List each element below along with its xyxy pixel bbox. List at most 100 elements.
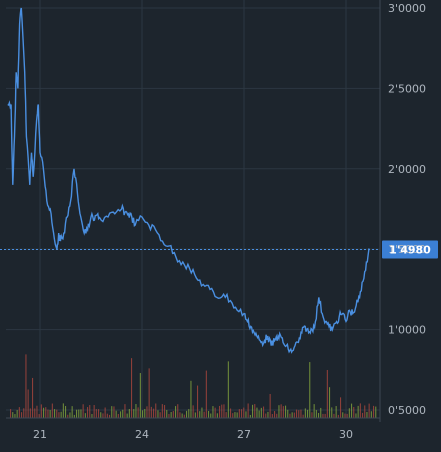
- volume-bar: [309, 362, 311, 418]
- volume-bar: [27, 389, 29, 418]
- volume-bar: [364, 405, 366, 418]
- volume-bar: [34, 408, 36, 418]
- volume-bar: [203, 411, 205, 418]
- volume-bar: [214, 407, 216, 418]
- volume-bar: [188, 409, 190, 418]
- volume-bar: [113, 406, 115, 418]
- volume-bar: [252, 404, 254, 418]
- volume-bar: [282, 406, 284, 418]
- volume-bar: [289, 413, 291, 418]
- volume-bar: [104, 407, 106, 418]
- volume-bar: [249, 414, 251, 418]
- volume-bar: [168, 413, 170, 418]
- volume-bar: [205, 370, 207, 418]
- y-tick-label: 1'5000: [388, 243, 426, 256]
- volume-bar: [69, 412, 71, 418]
- volume-bar: [230, 408, 232, 418]
- volume-bar: [315, 410, 317, 418]
- volume-bar: [161, 404, 163, 418]
- volume-bar: [357, 405, 359, 418]
- volume-bar: [375, 406, 377, 418]
- volume-bar: [210, 413, 212, 418]
- volume-bar: [117, 414, 119, 418]
- volume-bar: [322, 413, 324, 418]
- volume-bar: [223, 404, 225, 418]
- volume-bar: [67, 414, 69, 418]
- volume-bar: [16, 410, 18, 418]
- volume-bar: [148, 368, 150, 418]
- volume-bar: [181, 413, 183, 418]
- volume-bars: [10, 354, 377, 418]
- price-series: [7, 7, 371, 354]
- volume-bar: [271, 414, 273, 418]
- volume-bar: [38, 414, 40, 418]
- volume-bar: [313, 404, 315, 418]
- volume-bar: [307, 409, 309, 418]
- volume-bar: [47, 409, 49, 418]
- grid: [6, 0, 380, 418]
- volume-bar: [254, 404, 256, 418]
- volume-bar: [56, 409, 58, 418]
- volume-bar: [329, 387, 331, 418]
- volume-bar: [274, 411, 276, 418]
- volume-bar: [128, 409, 130, 418]
- volume-bar: [201, 407, 203, 418]
- volume-bar: [183, 414, 185, 418]
- volume-bar: [269, 393, 271, 418]
- volume-bar: [29, 408, 31, 418]
- volume-bar: [291, 412, 293, 418]
- volume-bar: [342, 412, 344, 418]
- volume-bar: [333, 413, 335, 418]
- volume-bar: [177, 404, 179, 418]
- volume-bar: [212, 406, 214, 418]
- volume-bar: [344, 413, 346, 418]
- y-tick-label: 3'0000: [388, 2, 426, 15]
- volume-bar: [159, 412, 161, 418]
- volume-bar: [102, 413, 104, 418]
- volume-bar: [25, 354, 27, 418]
- volume-bar: [78, 409, 80, 418]
- volume-bar: [243, 407, 245, 418]
- volume-bar: [164, 405, 166, 418]
- volume-bar: [304, 408, 306, 418]
- volume-bar: [153, 408, 155, 418]
- volume-bar: [238, 409, 240, 418]
- volume-bar: [331, 407, 333, 418]
- volume-bar: [18, 407, 20, 418]
- volume-bar: [373, 405, 375, 418]
- price-line: [7, 7, 371, 354]
- y-tick-label: 1'0000: [388, 324, 426, 337]
- volume-bar: [366, 412, 368, 418]
- volume-bar: [318, 412, 320, 418]
- volume-bar: [346, 413, 348, 418]
- volume-bar: [51, 403, 53, 418]
- volume-bar: [276, 413, 278, 418]
- volume-bar: [135, 404, 137, 418]
- volume-bar: [293, 412, 295, 418]
- volume-bar: [370, 411, 372, 418]
- volume-bar: [71, 406, 73, 418]
- y-tick-label: 0'5000: [388, 404, 426, 417]
- volume-bar: [192, 405, 194, 418]
- volume-bar: [142, 410, 144, 418]
- volume-bar: [137, 407, 139, 418]
- volume-bar: [197, 385, 199, 418]
- volume-bar: [87, 407, 89, 418]
- volume-bar: [115, 410, 117, 418]
- volume-bar: [43, 407, 45, 418]
- volume-bar: [45, 407, 47, 418]
- volume-bar: [80, 409, 82, 418]
- volume-bar: [49, 410, 51, 418]
- volume-bar: [89, 405, 91, 418]
- y-tick-label: 2'5000: [388, 82, 426, 95]
- volume-bar: [256, 407, 258, 418]
- volume-bar: [111, 406, 113, 418]
- axes: [0, 0, 438, 422]
- volume-bar: [260, 407, 262, 418]
- volume-bar: [133, 409, 135, 418]
- volume-bar: [40, 404, 42, 418]
- volume-bar: [278, 405, 280, 418]
- volume-bar: [106, 413, 108, 418]
- volume-bar: [362, 412, 364, 418]
